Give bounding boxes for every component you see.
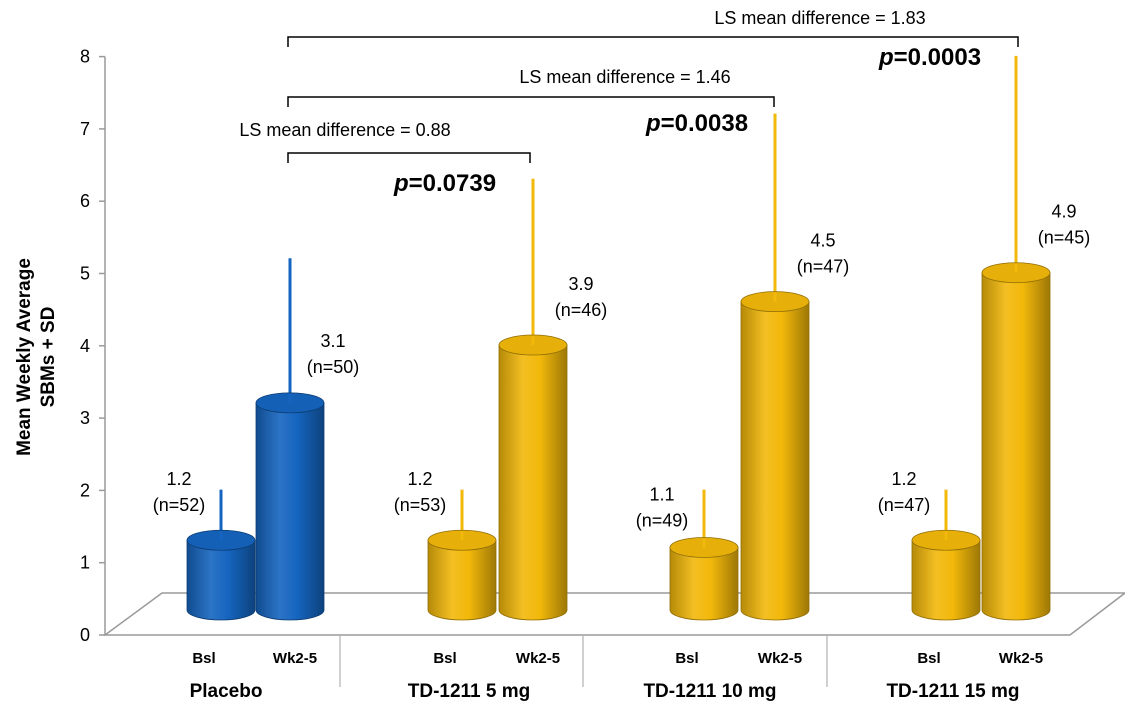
bar-cylinder [669,547,739,621]
bar-cylinder [740,301,810,621]
p-value-number: =0.0739 [409,170,496,197]
x-group-label: TD-1211 15 mg [886,681,1019,702]
data-label-n: (n=46) [555,300,608,320]
y-tick-label: 4 [80,336,90,356]
x-group-label: TD-1211 10 mg [643,681,776,702]
data-labels: 1.2 (n=52) Bsl 3.1 (n=50) Wk2-5 Placebo 1.2 (n=5… [153,202,1091,702]
data-label-n: (n=49) [636,510,689,530]
data-label-n: (n=53) [394,495,447,515]
data-label-n: (n=45) [1038,228,1091,248]
x-subcategory-label: Wk2-5 [516,650,560,667]
p-value-letter: p [878,44,894,71]
chart-floor [102,592,1125,636]
x-subcategory-label: Wk2-5 [999,650,1043,667]
data-label-n: (n=50) [307,357,360,377]
data-label-value: 3.9 [568,274,593,294]
data-label-value: 1.2 [166,469,191,489]
data-label-n: (n=47) [878,495,931,515]
y-tick-label: 6 [80,191,90,211]
y-tick-label: 5 [80,264,90,284]
comparison-bracket [287,152,531,163]
x-subcategory-label: Bsl [675,650,698,667]
y-tick-label: 2 [80,480,90,500]
comparison-text: LS mean difference = 1.46 [519,67,730,87]
p-value-letter: p [393,170,409,197]
x-group-label: Placebo [190,681,263,702]
x-subcategory-label: Bsl [917,650,940,667]
comparison-bracket [287,96,775,107]
p-value: p=0.0739 [393,170,496,197]
comparison-bracket [287,36,1019,47]
p-value: p=0.0003 [878,44,981,71]
bar-cylinder [981,272,1051,621]
data-label-value: 4.5 [810,231,835,251]
p-value-number: =0.0038 [661,110,748,137]
bar-cylinder [186,539,256,621]
data-label-value: 4.9 [1051,202,1076,222]
y-axis-title: Mean Weekly Average SBMs + SD [14,258,59,456]
bar-cylinder [498,344,568,621]
y-tick-label: 7 [80,119,90,139]
p-value-letter: p [645,110,661,137]
bars [186,55,1051,621]
floor-plane [102,592,1125,636]
x-subcategory-label: Wk2-5 [758,650,802,667]
comparison-text: LS mean difference = 0.88 [239,120,450,140]
p-value-number: =0.0003 [894,44,981,71]
y-tick-label: 0 [80,625,90,645]
bar-cylinder [255,402,325,621]
bar-cylinder [911,539,981,621]
data-label-value: 1.2 [891,469,916,489]
data-label-value: 1.2 [407,469,432,489]
y-tick-label: 1 [80,553,90,573]
y-axis-title-line: SBMs + SD [38,307,59,408]
x-subcategory-label: Bsl [433,650,456,667]
comparison-text: LS mean difference = 1.83 [714,8,925,28]
bar-cylinder [427,539,497,621]
y-tick-label: 8 [80,47,90,67]
data-label-value: 3.1 [320,331,345,351]
x-group-label: TD-1211 5 mg [408,681,531,702]
y-axis-title-line: Mean Weekly Average [14,258,35,456]
y-axis: 0 1 2 3 4 5 6 7 8 Mean Weekly Average SBMs + SD [14,47,828,687]
data-label-n: (n=52) [153,495,206,515]
x-subcategory-label: Bsl [192,650,215,667]
data-label-value: 1.1 [649,484,674,504]
p-value: p=0.0038 [645,110,748,137]
data-label-n: (n=47) [797,257,850,277]
y-tick-label: 3 [80,408,90,428]
x-subcategory-label: Wk2-5 [273,650,317,667]
